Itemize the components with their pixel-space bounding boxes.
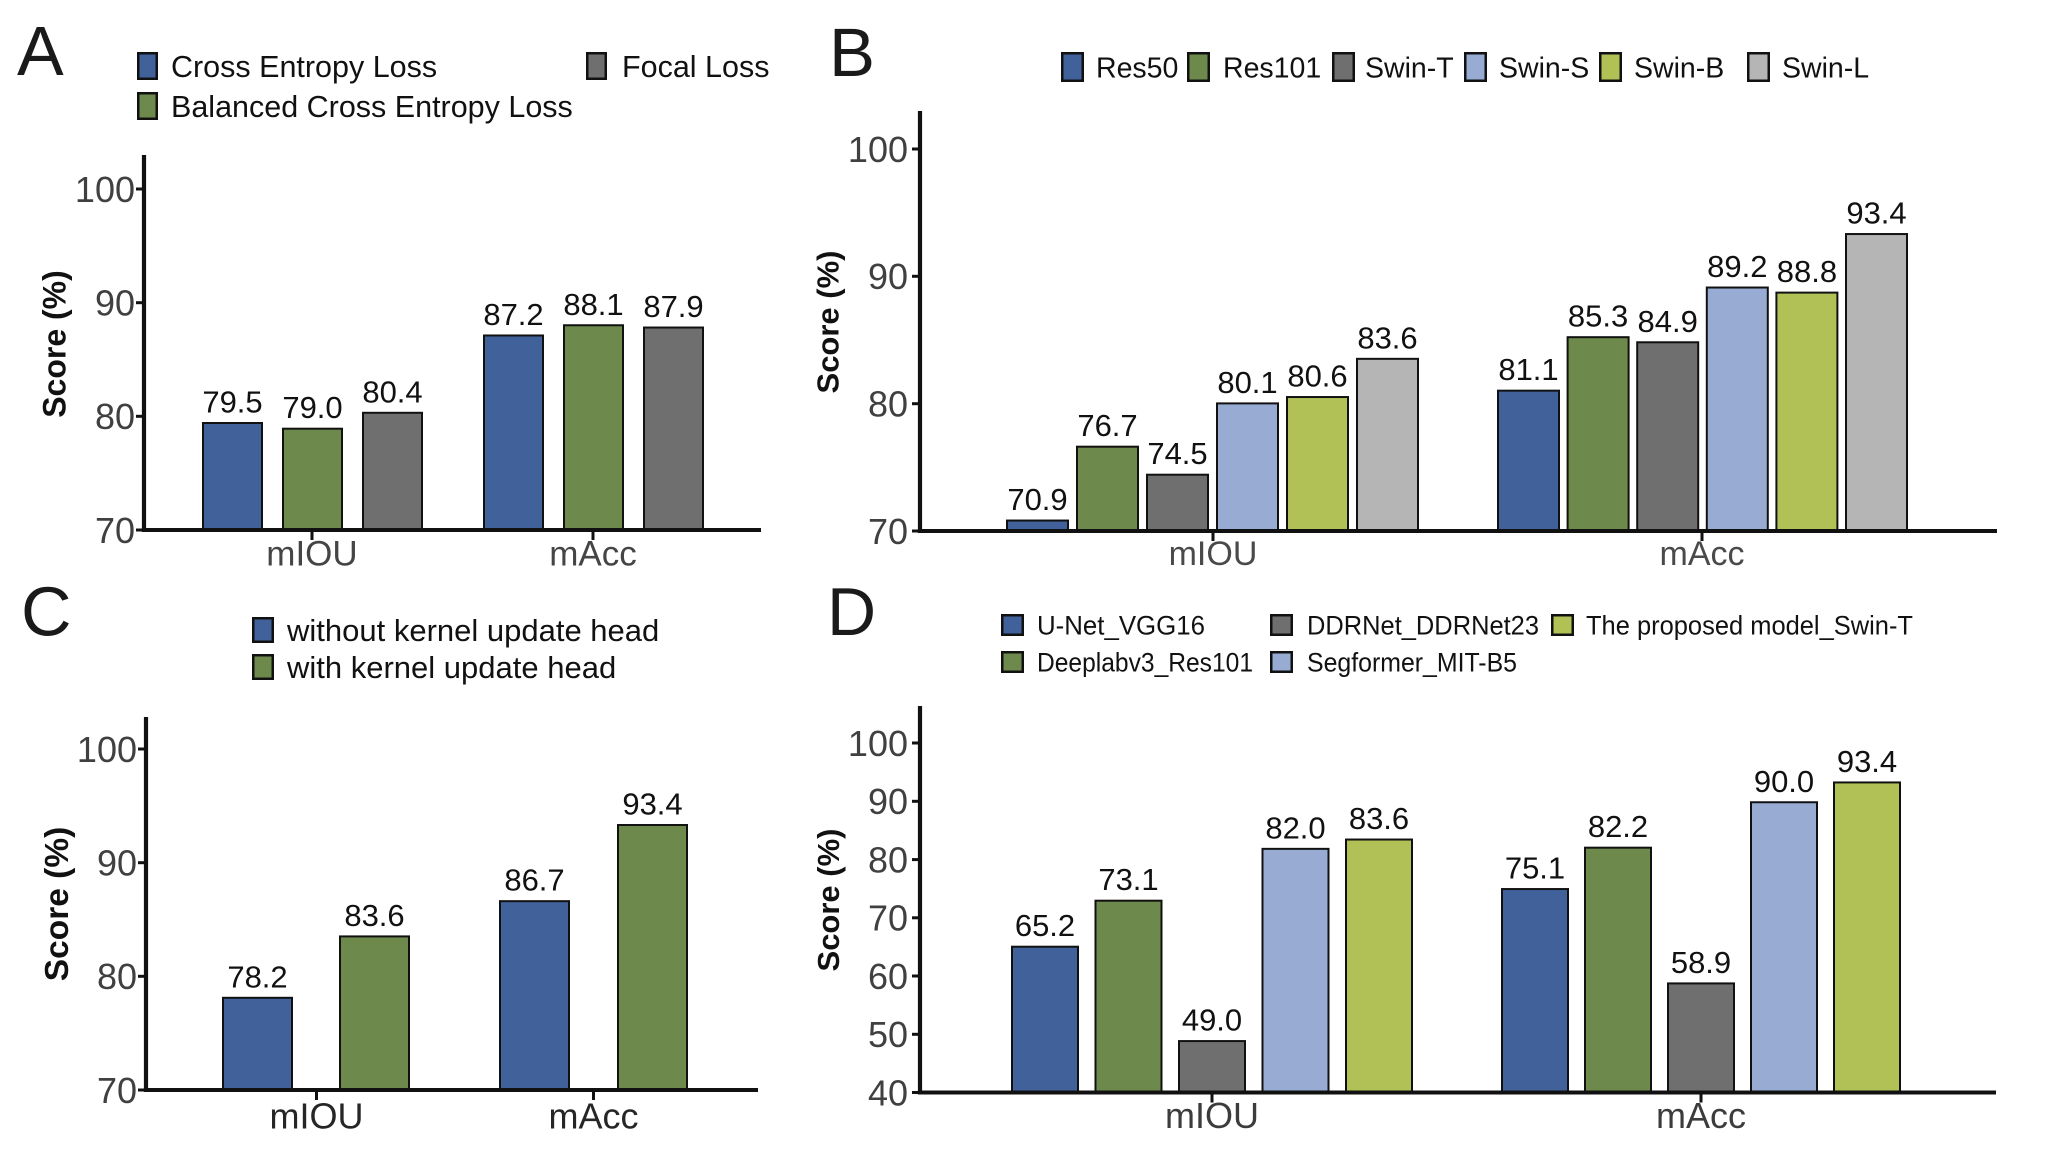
svg-text:B: B bbox=[829, 14, 875, 91]
svg-text:93.4: 93.4 bbox=[622, 787, 682, 822]
svg-text:with kernel update head: with kernel update head bbox=[286, 650, 616, 685]
svg-text:70: 70 bbox=[868, 898, 908, 939]
svg-text:85.3: 85.3 bbox=[1568, 299, 1628, 334]
svg-text:80: 80 bbox=[868, 840, 908, 881]
svg-text:89.2: 89.2 bbox=[1707, 249, 1767, 284]
svg-text:76.7: 76.7 bbox=[1077, 408, 1137, 443]
svg-text:88.8: 88.8 bbox=[1777, 254, 1837, 289]
svg-text:A: A bbox=[17, 12, 64, 90]
svg-text:80: 80 bbox=[95, 396, 135, 437]
svg-text:mAcc: mAcc bbox=[549, 535, 637, 574]
svg-text:mIOU: mIOU bbox=[270, 1096, 364, 1137]
svg-text:83.6: 83.6 bbox=[1349, 801, 1409, 836]
svg-text:93.4: 93.4 bbox=[1837, 744, 1897, 779]
svg-text:90: 90 bbox=[95, 283, 135, 324]
svg-text:93.4: 93.4 bbox=[1846, 196, 1906, 231]
svg-text:Swin-B: Swin-B bbox=[1634, 53, 1724, 85]
svg-text:79.5: 79.5 bbox=[202, 385, 262, 420]
svg-text:70.9: 70.9 bbox=[1007, 482, 1067, 517]
svg-text:50: 50 bbox=[868, 1014, 908, 1055]
svg-text:Score (%): Score (%) bbox=[37, 270, 73, 418]
svg-text:Swin-T: Swin-T bbox=[1365, 53, 1454, 85]
svg-text:D: D bbox=[827, 574, 876, 650]
svg-text:mIOU: mIOU bbox=[266, 535, 357, 574]
svg-text:60: 60 bbox=[868, 956, 908, 997]
svg-text:without kernel update head: without kernel update head bbox=[286, 613, 659, 648]
svg-text:80.1: 80.1 bbox=[1217, 365, 1277, 400]
svg-text:Score (%): Score (%) bbox=[39, 827, 76, 982]
svg-text:86.7: 86.7 bbox=[504, 863, 564, 898]
svg-text:100: 100 bbox=[77, 729, 137, 770]
svg-text:Segformer_MIT-B5: Segformer_MIT-B5 bbox=[1307, 648, 1517, 678]
svg-text:100: 100 bbox=[75, 169, 135, 210]
svg-text:79.0: 79.0 bbox=[282, 390, 342, 425]
svg-text:80: 80 bbox=[97, 956, 137, 997]
svg-text:100: 100 bbox=[848, 129, 908, 170]
svg-text:65.2: 65.2 bbox=[1015, 908, 1075, 943]
svg-text:83.6: 83.6 bbox=[1357, 320, 1417, 355]
svg-text:88.1: 88.1 bbox=[563, 287, 623, 322]
svg-text:Swin-S: Swin-S bbox=[1499, 53, 1589, 85]
svg-text:Deeplabv3_Res101: Deeplabv3_Res101 bbox=[1037, 648, 1253, 678]
svg-text:Score (%): Score (%) bbox=[811, 829, 846, 972]
svg-text:Focal Loss: Focal Loss bbox=[622, 50, 769, 84]
svg-text:70: 70 bbox=[97, 1070, 137, 1111]
svg-text:U-Net_VGG16: U-Net_VGG16 bbox=[1037, 611, 1205, 641]
svg-text:82.0: 82.0 bbox=[1265, 810, 1325, 845]
svg-text:DDRNet_DDRNet23: DDRNet_DDRNet23 bbox=[1307, 611, 1539, 641]
svg-text:Res101: Res101 bbox=[1223, 53, 1321, 85]
svg-text:90: 90 bbox=[97, 843, 137, 884]
svg-text:82.2: 82.2 bbox=[1588, 809, 1648, 844]
svg-text:83.6: 83.6 bbox=[344, 898, 404, 933]
svg-text:73.1: 73.1 bbox=[1098, 862, 1158, 897]
svg-text:Swin-L: Swin-L bbox=[1782, 53, 1869, 85]
svg-text:40: 40 bbox=[868, 1072, 908, 1113]
svg-text:90: 90 bbox=[868, 781, 908, 822]
svg-text:70: 70 bbox=[868, 511, 908, 552]
svg-text:78.2: 78.2 bbox=[227, 959, 287, 994]
svg-text:80: 80 bbox=[868, 384, 908, 425]
svg-text:The proposed model_Swin-T: The proposed model_Swin-T bbox=[1586, 611, 1913, 641]
svg-text:80.4: 80.4 bbox=[362, 374, 422, 409]
svg-text:90.0: 90.0 bbox=[1754, 764, 1814, 799]
svg-text:100: 100 bbox=[848, 723, 908, 764]
svg-text:87.2: 87.2 bbox=[483, 297, 543, 332]
svg-text:Score (%): Score (%) bbox=[811, 251, 846, 394]
svg-text:84.9: 84.9 bbox=[1638, 304, 1698, 339]
svg-text:81.1: 81.1 bbox=[1498, 352, 1558, 387]
svg-text:mAcc: mAcc bbox=[1656, 1095, 1746, 1136]
svg-text:C: C bbox=[21, 573, 72, 651]
svg-text:74.5: 74.5 bbox=[1147, 436, 1207, 471]
svg-text:90: 90 bbox=[868, 256, 908, 297]
svg-text:mAcc: mAcc bbox=[549, 1096, 639, 1137]
svg-text:Res50: Res50 bbox=[1096, 53, 1178, 85]
svg-text:75.1: 75.1 bbox=[1505, 851, 1565, 886]
svg-text:87.9: 87.9 bbox=[643, 289, 703, 324]
svg-text:58.9: 58.9 bbox=[1671, 945, 1731, 980]
svg-text:mAcc: mAcc bbox=[1660, 535, 1745, 573]
svg-text:mIOU: mIOU bbox=[1165, 1095, 1259, 1136]
svg-text:70: 70 bbox=[95, 510, 135, 551]
svg-text:80.6: 80.6 bbox=[1287, 359, 1347, 394]
svg-text:49.0: 49.0 bbox=[1182, 1003, 1242, 1038]
svg-text:mIOU: mIOU bbox=[1169, 535, 1258, 573]
svg-text:Cross Entropy Loss: Cross Entropy Loss bbox=[171, 50, 437, 84]
svg-text:Balanced Cross Entropy Loss: Balanced Cross Entropy Loss bbox=[171, 90, 573, 124]
